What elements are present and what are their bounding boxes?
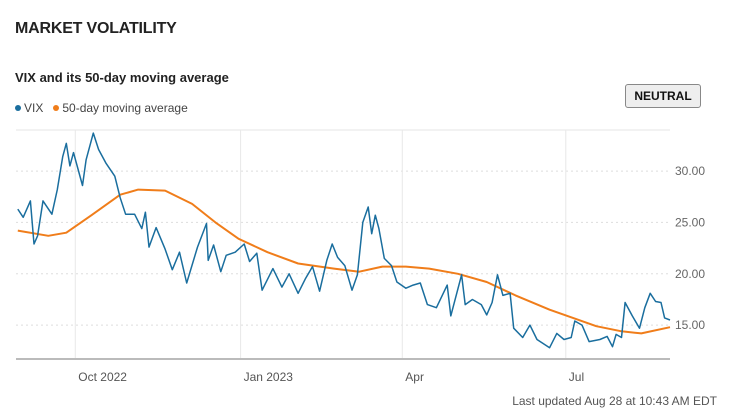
y-tick-label: 25.00 [675, 215, 705, 229]
chart-title: VIX and its 50-day moving average [15, 70, 229, 85]
x-tick-label: Oct 2022 [78, 370, 127, 384]
x-tick-label: Apr [405, 370, 424, 384]
vix-line [17, 132, 671, 349]
x-tick-label: Jul [569, 370, 584, 384]
section-title: MARKET VOLATILITY [15, 20, 177, 37]
ma-legend-dot-icon [53, 105, 60, 111]
legend-ma: 50-day moving average [62, 101, 188, 115]
legend: VIX 50-day moving average [15, 101, 188, 115]
y-tick-label: 30.00 [675, 164, 705, 178]
ma-line [17, 188, 671, 335]
sentiment-status-button[interactable]: NEUTRAL [625, 84, 701, 108]
vix-legend-dot-icon [15, 105, 21, 111]
legend-vix: VIX [24, 101, 44, 115]
x-tick-label: Jan 2023 [244, 370, 294, 384]
y-tick-label: 15.00 [675, 318, 705, 332]
last-updated: Last updated Aug 28 at 10:43 AM EDT [512, 394, 717, 408]
y-tick-label: 20.00 [675, 267, 705, 281]
